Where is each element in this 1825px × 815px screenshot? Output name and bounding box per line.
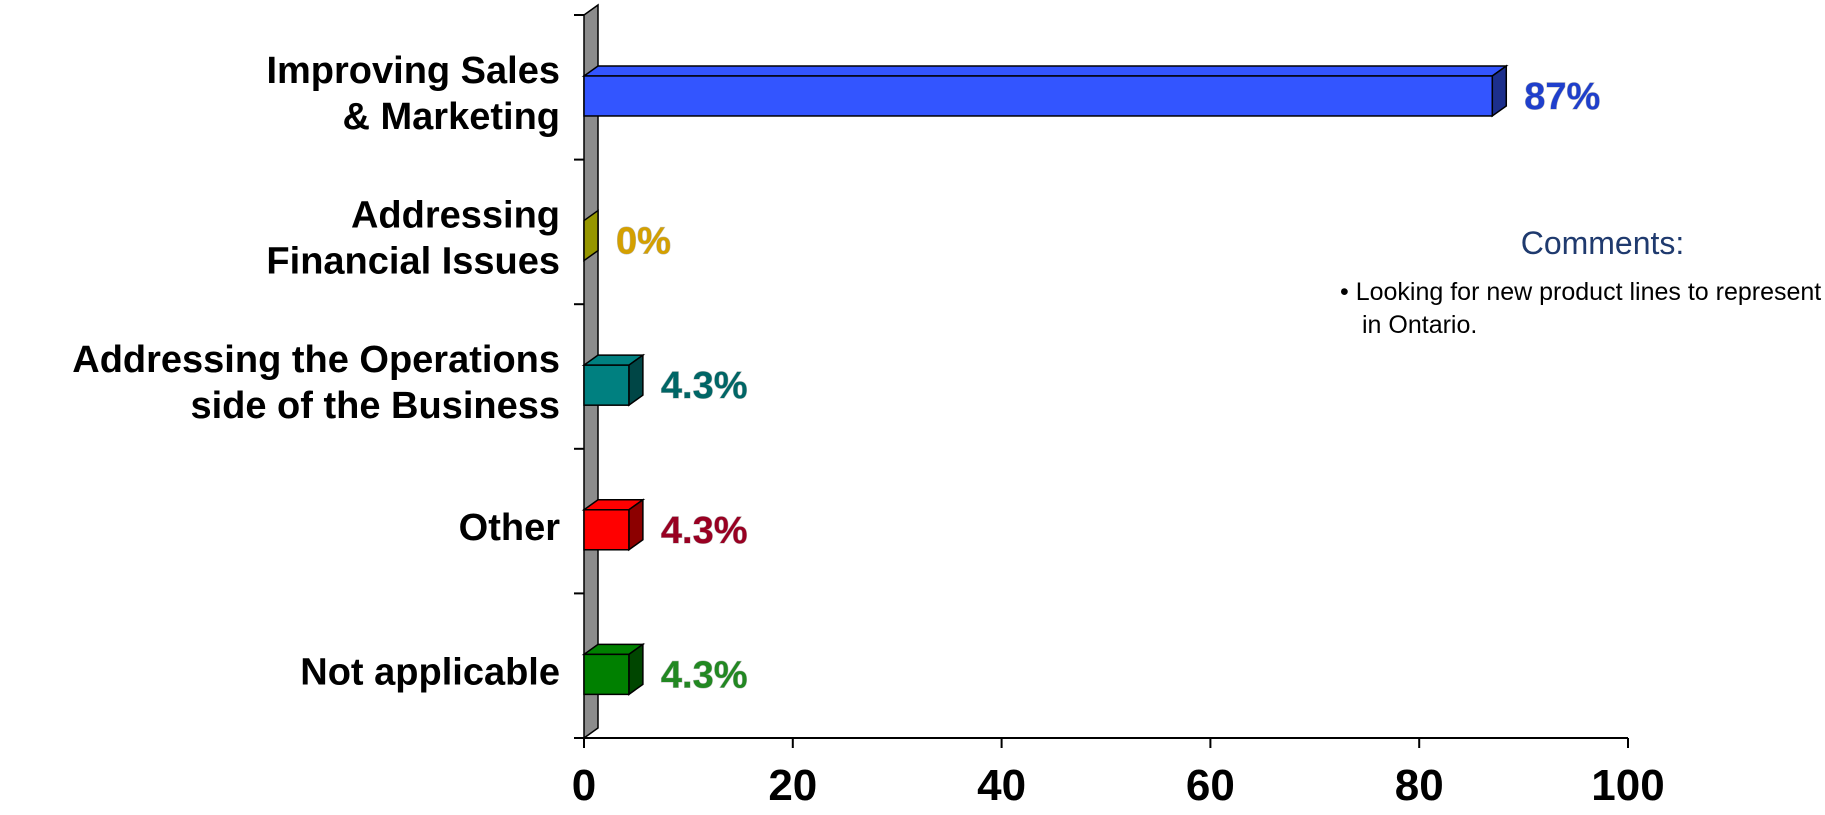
bar [583,209,599,263]
data-label: 4.3% [661,365,748,407]
data-label: 87% [1524,76,1600,118]
category-label: & Marketing [343,96,560,138]
x-tick-label: 60 [1186,761,1235,810]
x-tick-label: 0 [572,761,596,810]
category-label: Other [459,507,561,549]
bar [583,653,630,696]
data-label: 4.3% [661,654,748,696]
comments-list: • Looking for new product lines to repre… [1340,276,1825,342]
data-label: 4.3% [661,510,748,552]
bar [583,75,1494,117]
category-label: Financial Issues [266,241,560,283]
bar-top [581,65,1509,77]
category-label: Addressing the Operations [72,339,560,381]
x-tick-label: 100 [1591,761,1664,810]
comment-item: • Looking for new product lines to repre… [1340,278,1822,339]
comments-title: Comments: [1520,225,1685,261]
data-label: 0% [616,221,671,263]
category-label: side of the Business [190,385,560,427]
bar [583,509,630,551]
category-label: Not applicable [300,651,560,693]
x-tick-label: 40 [977,761,1026,810]
x-tick-label: 20 [768,761,817,810]
comments-box: Comments: • Looking for new product line… [1340,225,1825,342]
bar [583,364,630,406]
category-label: Addressing [351,195,560,237]
x-tick-label: 80 [1395,761,1444,810]
category-label: Improving Sales [266,50,560,92]
